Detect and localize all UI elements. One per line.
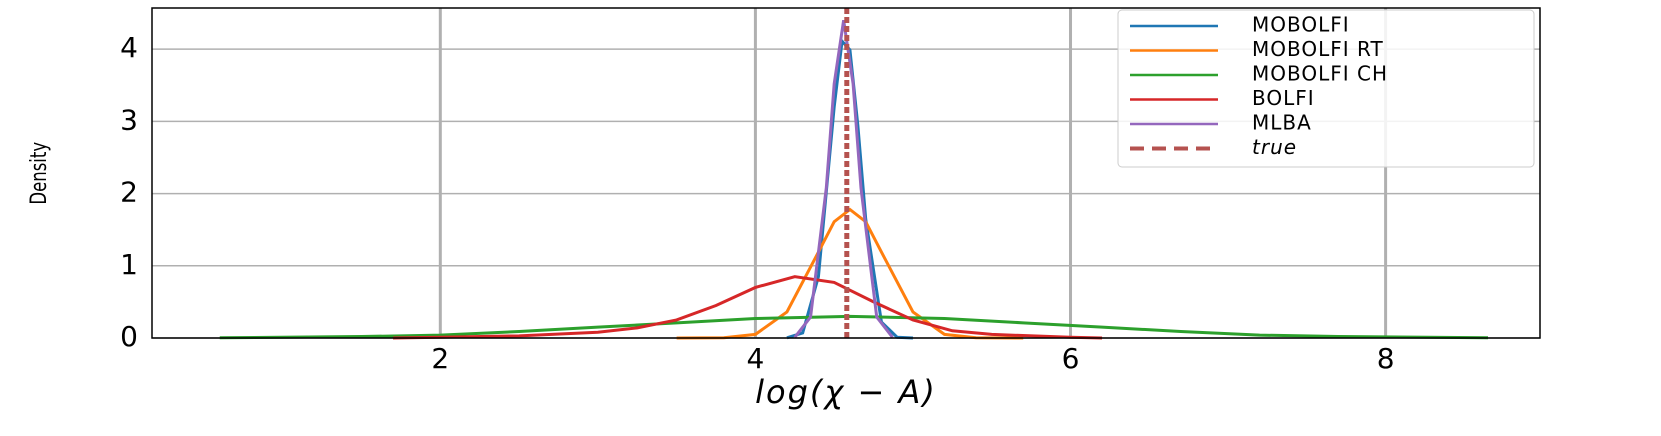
plot-frame xyxy=(151,7,1541,339)
y-tick-label: 3 xyxy=(120,103,138,136)
legend-label: MOBOLFI xyxy=(1252,13,1350,37)
x-tick-label: 4 xyxy=(746,342,764,375)
x-tick-label: 6 xyxy=(1062,342,1080,375)
y-tick-label: 4 xyxy=(120,31,138,64)
density-line xyxy=(786,37,914,340)
x-axis-label: log(χ − A) xyxy=(755,373,937,411)
legend-label: true xyxy=(1252,135,1297,159)
density-line xyxy=(393,275,1103,340)
y-tick-label: 0 xyxy=(120,320,138,353)
y-tick-label: 1 xyxy=(120,248,138,281)
y-axis-label: Density xyxy=(26,142,52,205)
legend-label: BOLFI xyxy=(1252,86,1315,110)
legend-label: MOBOLFI RT xyxy=(1252,37,1384,61)
legend-label: MOBOLFI CH xyxy=(1252,62,1388,86)
legend-label: MLBA xyxy=(1252,111,1312,135)
density-line xyxy=(676,207,1024,340)
density-line xyxy=(793,20,894,339)
y-tick-label: 2 xyxy=(120,176,138,209)
density-line xyxy=(219,314,1489,340)
x-tick-label: 8 xyxy=(1377,342,1395,375)
x-tick-label: 2 xyxy=(431,342,449,375)
legend-box xyxy=(1117,9,1535,168)
